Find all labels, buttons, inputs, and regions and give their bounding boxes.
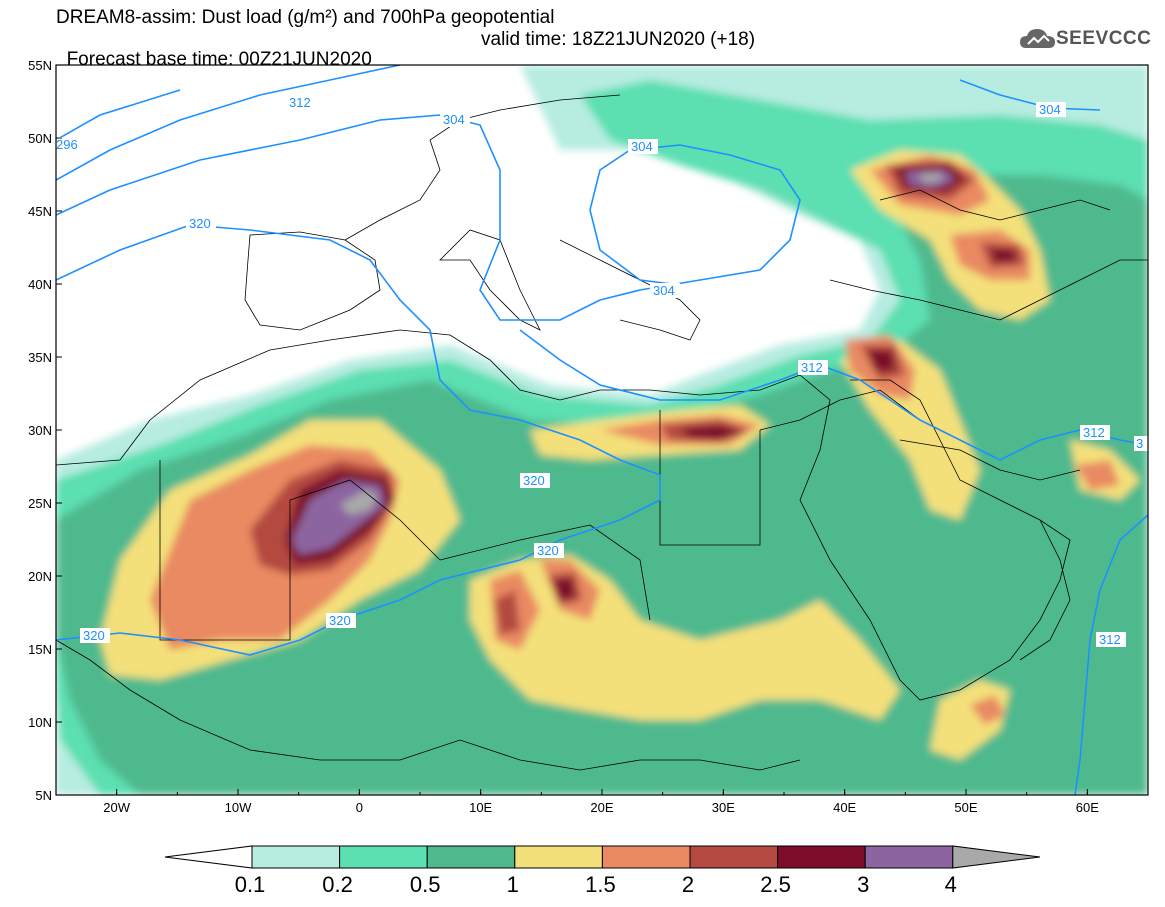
lon-tick-label: 50E bbox=[954, 800, 977, 815]
colorbar-segment bbox=[864, 845, 954, 869]
colorbar-segment bbox=[426, 845, 516, 869]
lon-tick-label: 10W bbox=[225, 800, 252, 815]
colorbar-segment bbox=[689, 845, 779, 869]
colorbar-label: 2 bbox=[681, 872, 695, 897]
axis-tick-labels: 20W 10W 0 10E 20E 30E 40E 50E 60E 55N 50N 45N 40N 35N… bbox=[28, 58, 1099, 815]
lon-tick-label: 40E bbox=[833, 800, 856, 815]
colorbar-label: 3 bbox=[857, 872, 870, 897]
contour-label: 304 bbox=[653, 283, 675, 298]
contour-label: 320 bbox=[537, 543, 559, 558]
contour-label: 320 bbox=[523, 473, 545, 488]
valid-time-text: valid time: 18Z21JUN2020 (+18) bbox=[481, 29, 756, 50]
map-title: DREAM8-assim: Dust load (g/m²) and 700hP… bbox=[56, 7, 555, 28]
colorbar bbox=[164, 845, 1041, 869]
contour-label: 304 bbox=[1039, 102, 1061, 117]
lat-tick-label: 45N bbox=[28, 204, 52, 219]
lon-tick-label: 20E bbox=[590, 800, 613, 815]
colorbar-segment bbox=[251, 845, 341, 869]
colorbar-label: 0.2 bbox=[322, 872, 353, 897]
colorbar-label: 1 bbox=[506, 872, 519, 897]
axis-ticks bbox=[55, 64, 1149, 796]
lat-tick-label: 50N bbox=[28, 131, 52, 146]
contour-label: 3 bbox=[1136, 436, 1143, 451]
colorbar-segment bbox=[777, 845, 866, 869]
colorbar-segment bbox=[601, 845, 691, 869]
contour-label: 296 bbox=[56, 137, 78, 152]
contour-label: 320 bbox=[83, 628, 105, 643]
colorbar-segment bbox=[514, 845, 603, 869]
lon-tick-label: 60E bbox=[1076, 800, 1099, 815]
lat-tick-label: 20N bbox=[28, 569, 52, 584]
geopotential-contours bbox=[56, 65, 1148, 795]
colorbar-label: 0.1 bbox=[234, 872, 266, 897]
lat-tick-label: 10N bbox=[28, 715, 52, 730]
contour-label: 320 bbox=[329, 613, 351, 628]
lat-tick-label: 5N bbox=[35, 788, 52, 803]
colorbar-min-arrow bbox=[164, 845, 253, 869]
cloud-icon bbox=[1020, 29, 1055, 48]
colorbar-label: 2.5 bbox=[760, 872, 791, 897]
colorbar-segment bbox=[339, 845, 428, 869]
lon-tick-label: 20W bbox=[103, 800, 130, 815]
lon-tick-label: 10E bbox=[469, 800, 492, 815]
lon-tick-label: 30E bbox=[712, 800, 735, 815]
lon-tick-label: 0 bbox=[356, 800, 363, 815]
contour-label: 312 bbox=[1099, 632, 1121, 647]
coastlines-borders bbox=[56, 94, 1148, 771]
logo-text: SEEVCCC bbox=[1056, 28, 1152, 49]
colorbar-max-arrow bbox=[952, 845, 1041, 869]
contour-label: 312 bbox=[801, 360, 823, 375]
lat-tick-label: 30N bbox=[28, 423, 52, 438]
contour-label: 312 bbox=[289, 95, 311, 110]
contour-label: 304 bbox=[443, 112, 465, 127]
dust-field bbox=[56, 65, 1148, 795]
lat-tick-label: 55N bbox=[28, 58, 52, 73]
lat-tick-label: 40N bbox=[28, 277, 52, 292]
contour-label: 320 bbox=[189, 216, 211, 231]
lat-tick-label: 15N bbox=[28, 642, 52, 657]
lat-tick-label: 25N bbox=[28, 496, 52, 511]
colorbar-label: 4 bbox=[944, 872, 957, 897]
contour-label: 312 bbox=[1083, 425, 1105, 440]
colorbar-label: 0.5 bbox=[409, 872, 441, 897]
contour-label: 304 bbox=[631, 139, 653, 154]
lat-tick-label: 35N bbox=[28, 350, 52, 365]
colorbar-label: 1.5 bbox=[585, 872, 616, 897]
contour-labels: 304 312 296 304 320 304 304 312 320 320 … bbox=[56, 95, 1148, 647]
